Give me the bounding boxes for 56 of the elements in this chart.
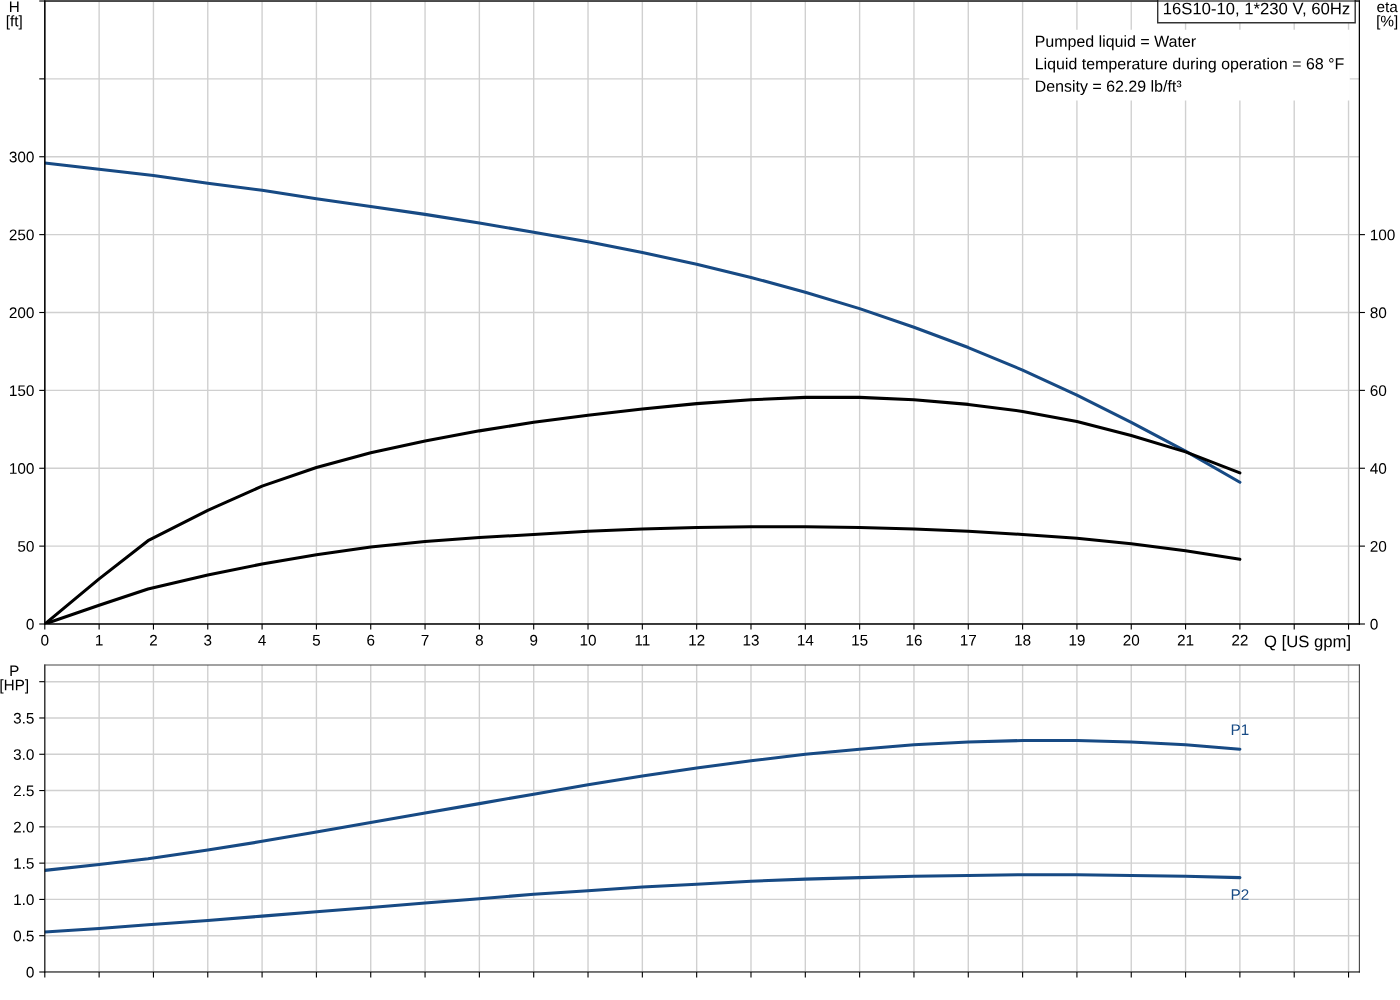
y-axis-title: H [ft] bbox=[6, 1, 22, 30]
y-tick-label: 2.5 bbox=[13, 785, 34, 797]
y2-tick-label: 0 bbox=[1370, 618, 1378, 630]
annotation: Liquid temperature during operation = 68 °F bbox=[1036, 57, 1344, 73]
y-tick-label: 200 bbox=[9, 307, 34, 319]
x-tick-label: 21 bbox=[1177, 634, 1194, 646]
y-tick-label: 0 bbox=[26, 618, 34, 630]
x-tick-label: 22 bbox=[1232, 634, 1248, 646]
x-tick-label: 16 bbox=[906, 634, 922, 646]
y-tick-label: 100 bbox=[10, 463, 34, 474]
y2-tick-label: 80 bbox=[1370, 307, 1387, 319]
x-tick-label: 9 bbox=[530, 634, 538, 646]
annotation: Pumped liquid = Water bbox=[1036, 35, 1196, 51]
y-tick-label: 2.0 bbox=[13, 821, 34, 833]
x-tick-label: 11 bbox=[635, 634, 650, 646]
x-tick-label: 5 bbox=[312, 634, 321, 646]
chart-title: 16S10-10, 1*230 V, 60Hz bbox=[1163, 2, 1350, 17]
x-tick-label: 1 bbox=[96, 634, 103, 646]
line-series bbox=[44, 738, 1242, 872]
y-tick-label: 250 bbox=[9, 229, 34, 241]
y2-tick-label: 100 bbox=[1370, 229, 1395, 241]
y2-tick-label: 60 bbox=[1370, 385, 1387, 397]
y-tick-label: 0 bbox=[26, 966, 34, 978]
x-tick-label: 3 bbox=[204, 634, 212, 646]
x-tick-label: 2 bbox=[149, 634, 157, 646]
x-tick-label: 20 bbox=[1123, 634, 1140, 646]
x-tick-label: 6 bbox=[367, 634, 375, 646]
y-tick-label: 3.5 bbox=[13, 712, 34, 724]
x-tick-label: 17 bbox=[960, 634, 977, 646]
y-tick-label: 1.0 bbox=[14, 894, 34, 906]
x-axis-title: Q [US gpm] bbox=[1264, 635, 1350, 651]
x-tick-label: 19 bbox=[1069, 634, 1085, 646]
y-tick-label: 300 bbox=[9, 151, 34, 163]
y2-axis-title: eta [%] bbox=[1377, 2, 1398, 30]
x-tick-label: 4 bbox=[258, 634, 266, 646]
y-tick-label: 50 bbox=[18, 540, 34, 552]
y2-tick-label: 20 bbox=[1370, 540, 1387, 552]
x-tick-label: 18 bbox=[1015, 634, 1031, 646]
x-tick-label: 13 bbox=[743, 634, 759, 646]
y-tick-label: 3.0 bbox=[13, 749, 34, 760]
x-tick-label: 10 bbox=[580, 634, 596, 646]
annotation: Density = 62.29 lb/ft³ bbox=[1036, 80, 1182, 95]
x-tick-label: 15 bbox=[852, 634, 868, 646]
series-label: P1 bbox=[1231, 724, 1249, 735]
line-series bbox=[44, 161, 1242, 484]
x-tick-label: 7 bbox=[421, 634, 429, 646]
x-tick-label: 8 bbox=[475, 634, 483, 646]
series-label: P2 bbox=[1231, 889, 1249, 900]
x-tick-label: 14 bbox=[797, 634, 814, 646]
y-axis-title: P [HP] bbox=[0, 665, 29, 694]
x-tick-label: 12 bbox=[689, 634, 705, 646]
y-tick-label: 150 bbox=[10, 385, 34, 397]
x-tick-label: 0 bbox=[41, 634, 49, 646]
y2-tick-label: 40 bbox=[1370, 463, 1387, 474]
y-tick-label: 1.5 bbox=[14, 858, 34, 869]
y-tick-label: 0.5 bbox=[13, 930, 34, 942]
